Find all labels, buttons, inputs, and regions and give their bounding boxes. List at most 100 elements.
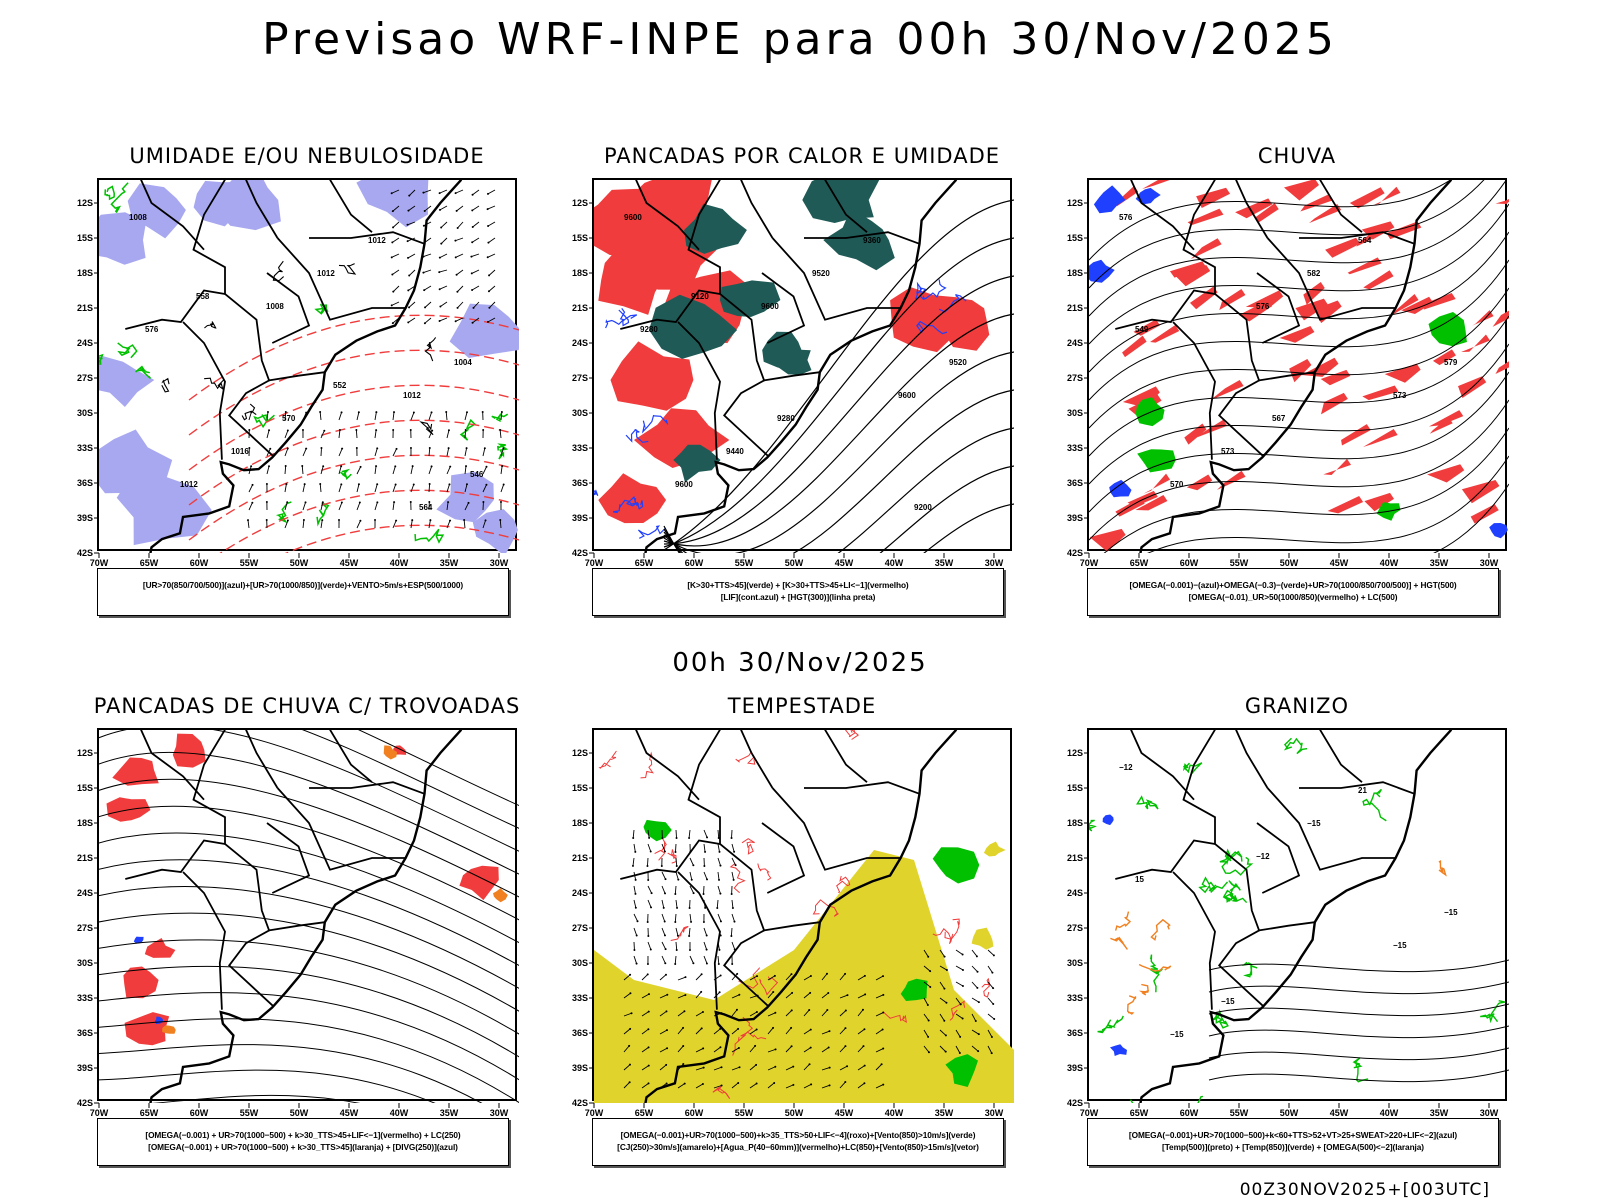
wind-vector-head <box>411 465 414 468</box>
wind-vector <box>410 520 413 529</box>
wind-vector <box>661 885 666 894</box>
wind-vector-head <box>808 1008 811 1011</box>
wind-vector-head <box>465 411 468 414</box>
wind-vector <box>464 448 468 457</box>
teal-area <box>802 180 880 223</box>
wind-vector-head <box>463 519 466 522</box>
wind-vector-head <box>706 878 709 881</box>
country-border <box>140 180 205 251</box>
wind-vector <box>731 899 734 908</box>
hgt-contour <box>1147 455 1509 553</box>
wind-vector-head <box>407 209 410 212</box>
wind-vector <box>471 285 480 291</box>
wind-vector-head <box>646 973 649 976</box>
wind-vector-head <box>704 850 707 853</box>
humidity-area <box>127 183 186 239</box>
country-border <box>1319 730 1363 783</box>
contour-label: 9520 <box>812 269 830 278</box>
wind-vector <box>338 430 341 439</box>
wind-vector-head <box>303 483 306 486</box>
lat-tick-label: 33S <box>77 443 93 453</box>
hail-area <box>1110 1044 1127 1056</box>
run-time-label: 00Z30NOV2025+[003UTC] <box>1239 1180 1490 1200</box>
lat-tick-label: 21S <box>572 303 588 313</box>
legend-line: [LIF](cont.azul) + [HGT(300)](linha pret… <box>720 592 876 602</box>
lat-tick-label: 30S <box>1067 408 1083 418</box>
lon-tick-label: 70W <box>585 558 604 568</box>
wind-vector-head <box>486 208 489 211</box>
temp850-contour <box>1480 1000 1506 1024</box>
wind-vector-head <box>992 987 995 990</box>
wind-vector <box>471 269 480 274</box>
country-border <box>140 730 205 801</box>
wind-vector-head <box>881 1028 884 1031</box>
wind-vector-head <box>647 1028 650 1031</box>
wind-vector-head <box>719 864 722 867</box>
wind-vector <box>356 466 361 475</box>
lat-tick-label: 24S <box>1067 888 1083 898</box>
temp850-contour <box>1362 788 1387 822</box>
wind-vector <box>923 1045 930 1053</box>
wind-vector <box>875 1063 882 1071</box>
lon-tick-label: 30W <box>1480 1108 1499 1118</box>
rain-streak <box>1401 296 1434 314</box>
wind-vector-head <box>810 1083 813 1086</box>
wind-vector-head <box>736 972 739 975</box>
lon-tick-label: 35W <box>440 558 459 568</box>
wind-vector-head <box>631 864 634 867</box>
lon-tick-label: 70W <box>90 558 109 568</box>
wind-vector <box>374 448 378 457</box>
wind-vector <box>471 253 480 258</box>
wind-vector-head <box>438 288 441 291</box>
wind-vector <box>923 981 931 988</box>
lon-tick-label: 70W <box>1080 558 1099 568</box>
wind-vector <box>500 466 503 475</box>
wind-vector <box>731 1047 740 1053</box>
wind-vector-head <box>809 1046 812 1049</box>
rain-streak <box>1210 379 1244 401</box>
wind-vector-head <box>808 1063 811 1066</box>
country-border <box>309 231 425 245</box>
lat-tick-label: 27S <box>77 923 93 933</box>
wind-vector <box>675 899 678 908</box>
country-border <box>309 781 425 795</box>
wind-vector <box>488 237 496 243</box>
wind-vector <box>857 1082 865 1089</box>
wind-vector-head <box>700 1027 703 1030</box>
wind-vector <box>713 1046 721 1053</box>
wind-vector <box>659 1047 668 1053</box>
wind-vector-head <box>927 1051 930 1054</box>
wind-vector-head <box>465 447 468 450</box>
wind-vector-head <box>730 892 733 895</box>
wind-vector <box>391 189 400 194</box>
wind-vector <box>439 205 448 211</box>
thickness-contour <box>188 384 519 471</box>
coastline <box>1139 730 1453 1103</box>
country-border <box>635 180 700 251</box>
wind-vector <box>767 991 774 999</box>
wind-vector-head <box>755 1010 758 1013</box>
contour-label: 570 <box>1170 480 1184 489</box>
rain-streak <box>1323 458 1352 475</box>
wind-area <box>945 1054 978 1087</box>
wind-vector <box>703 871 708 880</box>
contour-label: 1012 <box>180 480 198 489</box>
wind-vector-head <box>428 501 431 504</box>
wind-vector-head <box>393 501 396 504</box>
lat-tick-label: 36S <box>572 478 588 488</box>
wind-vector-head <box>700 990 703 993</box>
wind-vector-head <box>422 224 425 227</box>
wind-vector-head <box>738 993 741 996</box>
wind-vector-head <box>992 1003 995 1006</box>
wind-vector-head <box>485 465 488 468</box>
wind-vector-head <box>961 968 964 971</box>
rain-streak <box>1461 334 1490 353</box>
wind-vector <box>803 1083 812 1089</box>
wind-vector-head <box>487 290 490 293</box>
wind-vector <box>821 1084 830 1089</box>
wind-vector-head <box>958 1052 961 1055</box>
wind-vector <box>785 1066 794 1071</box>
wind-vector <box>487 253 496 258</box>
rain-streak <box>1122 386 1160 408</box>
